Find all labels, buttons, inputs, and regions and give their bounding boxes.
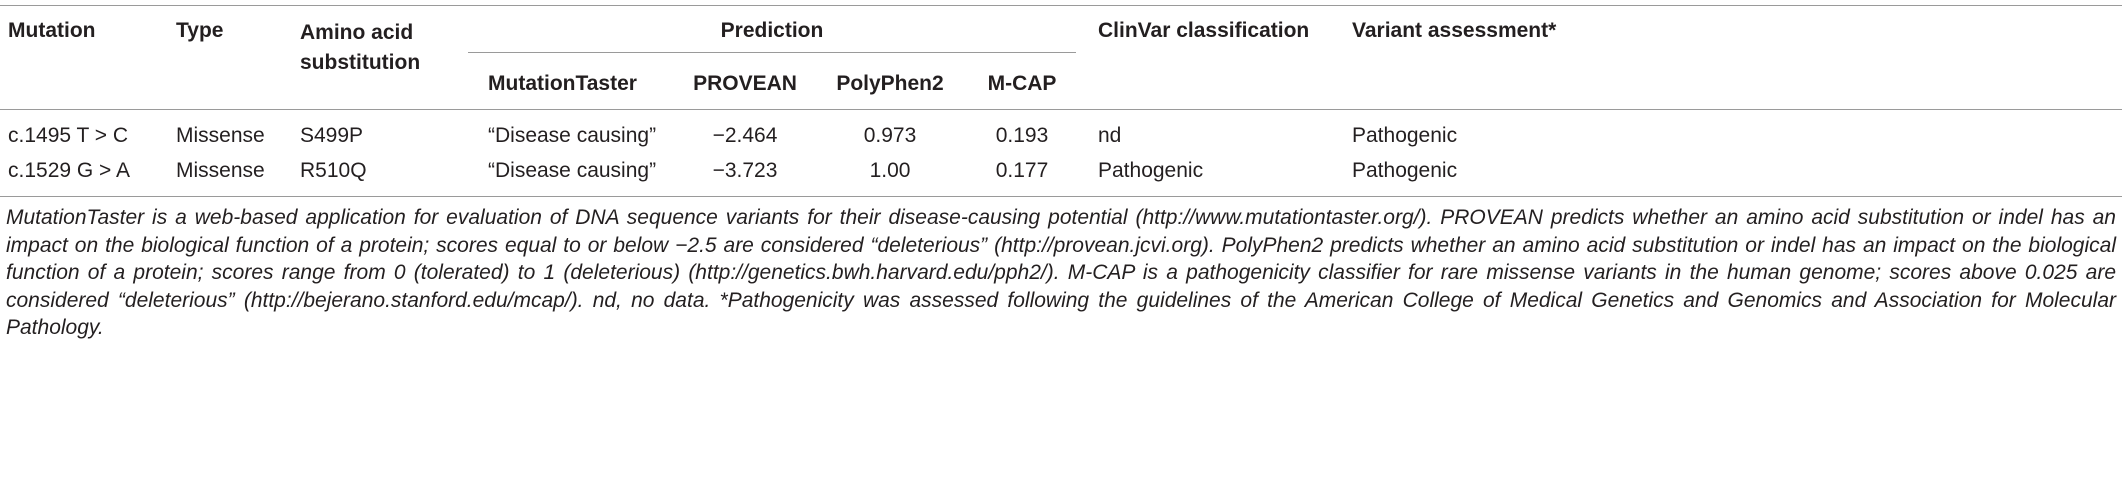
- footnote: MutationTaster is a web-based applicatio…: [6, 206, 2116, 340]
- table-cell: Pathogenic: [1352, 159, 1458, 182]
- header-cell: ClinVar classification: [1098, 19, 1310, 42]
- header-cell: Variant assessment*: [1352, 19, 1557, 42]
- header-cell: Mutation: [8, 19, 96, 42]
- table-cell: “Disease causing”: [488, 159, 657, 182]
- table-cell: c.1529 G > A: [8, 159, 131, 182]
- bottom-rule: [0, 196, 2122, 197]
- top-rule: [0, 5, 2122, 6]
- table-cell: 0.193: [995, 124, 1049, 147]
- group-rule: [468, 52, 1076, 53]
- table-cell: 1.00: [869, 159, 911, 182]
- table-cell: 0.973: [863, 124, 917, 147]
- table-cell: c.1495 T > C: [8, 124, 129, 147]
- header-cell: Prediction: [720, 19, 824, 42]
- table-cell: −2.464: [712, 124, 778, 147]
- header-cell: Type: [176, 19, 224, 42]
- subheader-cell: PolyPhen2: [836, 72, 944, 95]
- subheader-cell: PROVEAN: [693, 72, 797, 95]
- table-cell: nd: [1098, 124, 1122, 147]
- header-cell: Amino acid substitution: [300, 21, 421, 74]
- subheader-cell: M-CAP: [987, 72, 1057, 95]
- table-cell: Missense: [176, 124, 265, 147]
- table-cell: Pathogenic: [1098, 159, 1204, 182]
- table-cell: “Disease causing”: [488, 124, 657, 147]
- table-cell: R510Q: [300, 159, 367, 182]
- subheader-cell: MutationTaster: [488, 72, 637, 95]
- table-cell: S499P: [300, 124, 364, 147]
- table-cell: −3.723: [712, 159, 778, 182]
- header-rule: [0, 109, 2122, 110]
- table-cell: Pathogenic: [1352, 124, 1458, 147]
- table-cell: 0.177: [995, 159, 1049, 182]
- table-cell: Missense: [176, 159, 265, 182]
